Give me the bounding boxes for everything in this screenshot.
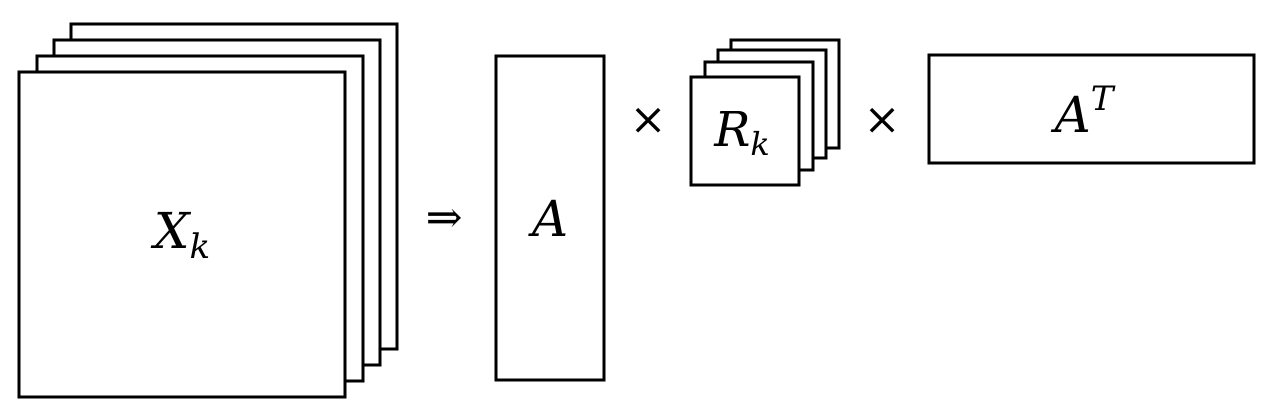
a-transpose-label: AT — [1051, 79, 1116, 144]
x-label-symbol: X — [150, 202, 192, 260]
a-matrix: A — [494, 54, 606, 382]
r-label: Rk — [713, 102, 770, 163]
x-slice-front — [17, 70, 347, 399]
times-sign-2: × — [864, 94, 901, 145]
r-label-symbol: R — [713, 102, 750, 158]
a-matrix-label: A — [528, 190, 568, 248]
implies-arrow: ⇒ — [426, 192, 463, 243]
times-sign-1: × — [630, 94, 667, 145]
x-label-subscript: k — [190, 227, 211, 267]
a-transpose-superscript: T — [1091, 79, 1116, 119]
x-label: Xk — [150, 202, 210, 267]
x-slice-stack: Xk — [17, 22, 399, 399]
a-transpose-box — [927, 53, 1256, 165]
r-slice-front — [689, 75, 801, 187]
a-transpose-matrix: AT — [927, 53, 1256, 165]
r-slice-stack: Rk — [689, 38, 841, 187]
r-label-subscript: k — [750, 125, 769, 163]
a-transpose-symbol: A — [1051, 86, 1091, 144]
a-matrix-box — [494, 54, 606, 382]
